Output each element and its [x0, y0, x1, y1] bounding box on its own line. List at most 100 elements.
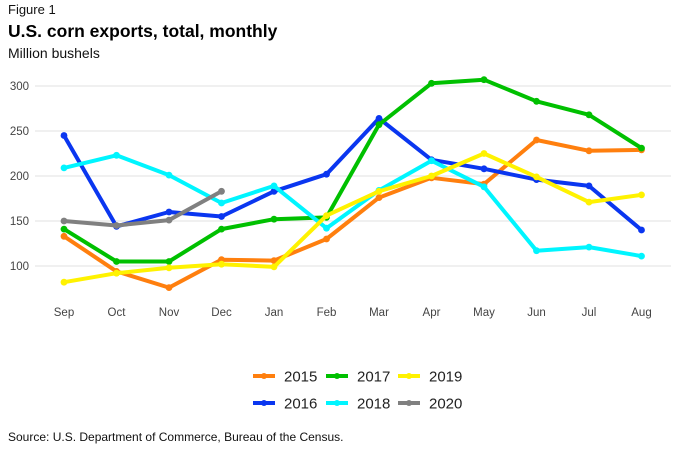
legend-label: 2019 — [429, 369, 462, 386]
legend-item-2016: 2016 — [253, 396, 317, 413]
source-note: Source: U.S. Department of Commerce, Bur… — [8, 430, 344, 444]
data-point — [60, 232, 68, 240]
data-point — [165, 216, 173, 224]
x-tick-label: Feb — [317, 307, 337, 319]
data-point — [428, 157, 435, 165]
data-point — [585, 147, 593, 155]
series-line — [62, 189, 224, 228]
x-tick-label: Apr — [423, 307, 441, 319]
legend-label: 2020 — [429, 396, 462, 413]
data-point — [165, 284, 173, 291]
data-point — [638, 191, 645, 199]
chart-subtitle: Million bushels — [8, 45, 100, 61]
data-point — [585, 182, 593, 190]
data-point — [113, 258, 120, 265]
legend-swatch-dot — [334, 400, 340, 406]
series-2020 — [60, 187, 225, 229]
series-2017 — [60, 76, 645, 265]
legend-label: 2018 — [357, 396, 390, 413]
data-point — [323, 224, 330, 232]
data-point — [585, 243, 593, 251]
data-point — [323, 212, 330, 220]
y-tick-label: 150 — [10, 216, 29, 228]
data-point — [60, 164, 68, 172]
data-point — [480, 76, 488, 84]
data-point — [585, 111, 593, 119]
legend-item-2015: 2015 — [253, 369, 317, 386]
x-tick-label: Sep — [54, 307, 74, 319]
data-point — [480, 183, 488, 191]
data-point — [218, 213, 225, 220]
x-tick-label: Oct — [108, 307, 127, 319]
legend-item-2017: 2017 — [326, 369, 390, 386]
data-point — [218, 225, 225, 233]
data-point — [375, 121, 383, 129]
legend-swatch-dot — [261, 400, 267, 406]
legend: 2015 2016 2017 2018 2019 2020 — [253, 369, 462, 413]
data-point — [60, 132, 68, 139]
data-point — [218, 260, 225, 268]
data-point — [60, 278, 68, 286]
y-tick-label: 100 — [10, 261, 29, 273]
data-point — [585, 198, 593, 206]
x-tick-label: Nov — [159, 307, 180, 319]
data-point — [165, 171, 173, 179]
data-point — [218, 187, 225, 195]
y-tick-label: 250 — [10, 126, 29, 138]
data-point — [375, 194, 383, 202]
data-point — [113, 269, 120, 277]
legend-item-2018: 2018 — [326, 396, 390, 413]
series-2015 — [60, 136, 645, 291]
data-point — [638, 144, 645, 152]
data-point — [533, 247, 540, 255]
data-point — [270, 257, 278, 264]
x-axis-ticks: Sep Oct Nov Dec Jan Feb Mar Apr May Jun Jul Aug — [54, 307, 652, 319]
legend-swatch-dot — [406, 400, 412, 406]
data-point — [533, 136, 540, 144]
series-2019 — [60, 150, 645, 286]
data-point — [480, 150, 488, 157]
data-point — [165, 264, 173, 272]
data-point — [428, 79, 435, 87]
legend-swatch-dot — [261, 373, 267, 379]
series-line — [62, 153, 644, 259]
data-point — [165, 258, 173, 265]
figure-label: Figure 1 — [8, 2, 56, 17]
data-point — [323, 235, 330, 243]
legend-item-2019: 2019 — [398, 369, 462, 386]
series-lines — [60, 76, 645, 291]
x-tick-label: Jun — [527, 307, 546, 319]
x-tick-label: Jan — [265, 307, 284, 319]
data-point — [270, 263, 278, 271]
data-point — [60, 225, 68, 233]
data-point — [270, 182, 278, 190]
data-point — [323, 170, 330, 178]
data-point — [638, 252, 645, 260]
data-point — [375, 115, 383, 122]
x-tick-label: Mar — [369, 307, 389, 319]
data-point — [638, 226, 645, 234]
data-point — [218, 199, 225, 207]
data-point — [533, 97, 540, 105]
legend-label: 2016 — [284, 396, 317, 413]
data-point — [270, 215, 278, 223]
data-point — [113, 222, 120, 229]
legend-label: 2015 — [284, 369, 317, 386]
x-tick-label: Jul — [582, 307, 597, 319]
data-point — [428, 172, 435, 180]
y-axis-ticks: 100 150 200 250 300 — [10, 81, 29, 273]
x-tick-label: May — [473, 307, 495, 319]
legend-swatch-dot — [334, 373, 340, 379]
series-line — [62, 138, 644, 290]
x-tick-label: Dec — [211, 307, 232, 319]
series-line — [62, 151, 644, 285]
data-point — [375, 187, 383, 195]
series-line — [62, 77, 644, 264]
x-tick-label: Aug — [631, 307, 651, 319]
y-tick-label: 200 — [10, 171, 29, 183]
data-point — [60, 217, 68, 225]
data-point — [165, 208, 173, 216]
data-point — [480, 165, 488, 173]
legend-label: 2017 — [357, 369, 390, 386]
